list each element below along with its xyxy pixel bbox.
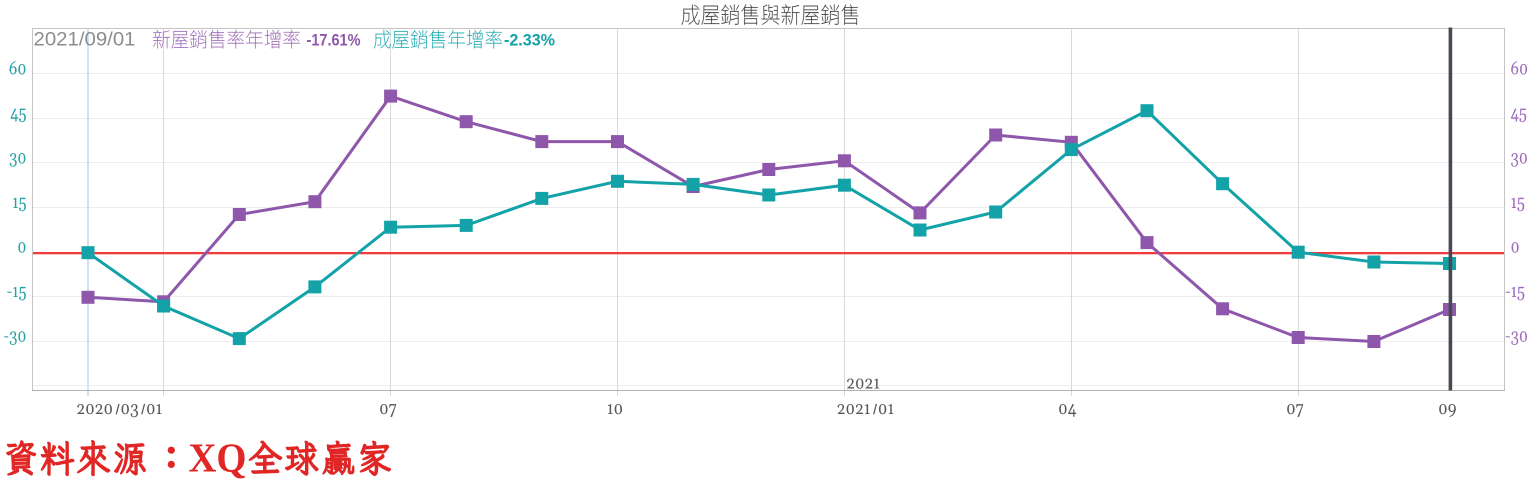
svg-text:-2.33%: -2.33% (504, 31, 555, 50)
svg-text:-17.61%: -17.61% (307, 31, 361, 50)
svg-text:2021/09/01: 2021/09/01 (34, 29, 136, 51)
svg-text:XQ: XQ (189, 435, 247, 481)
